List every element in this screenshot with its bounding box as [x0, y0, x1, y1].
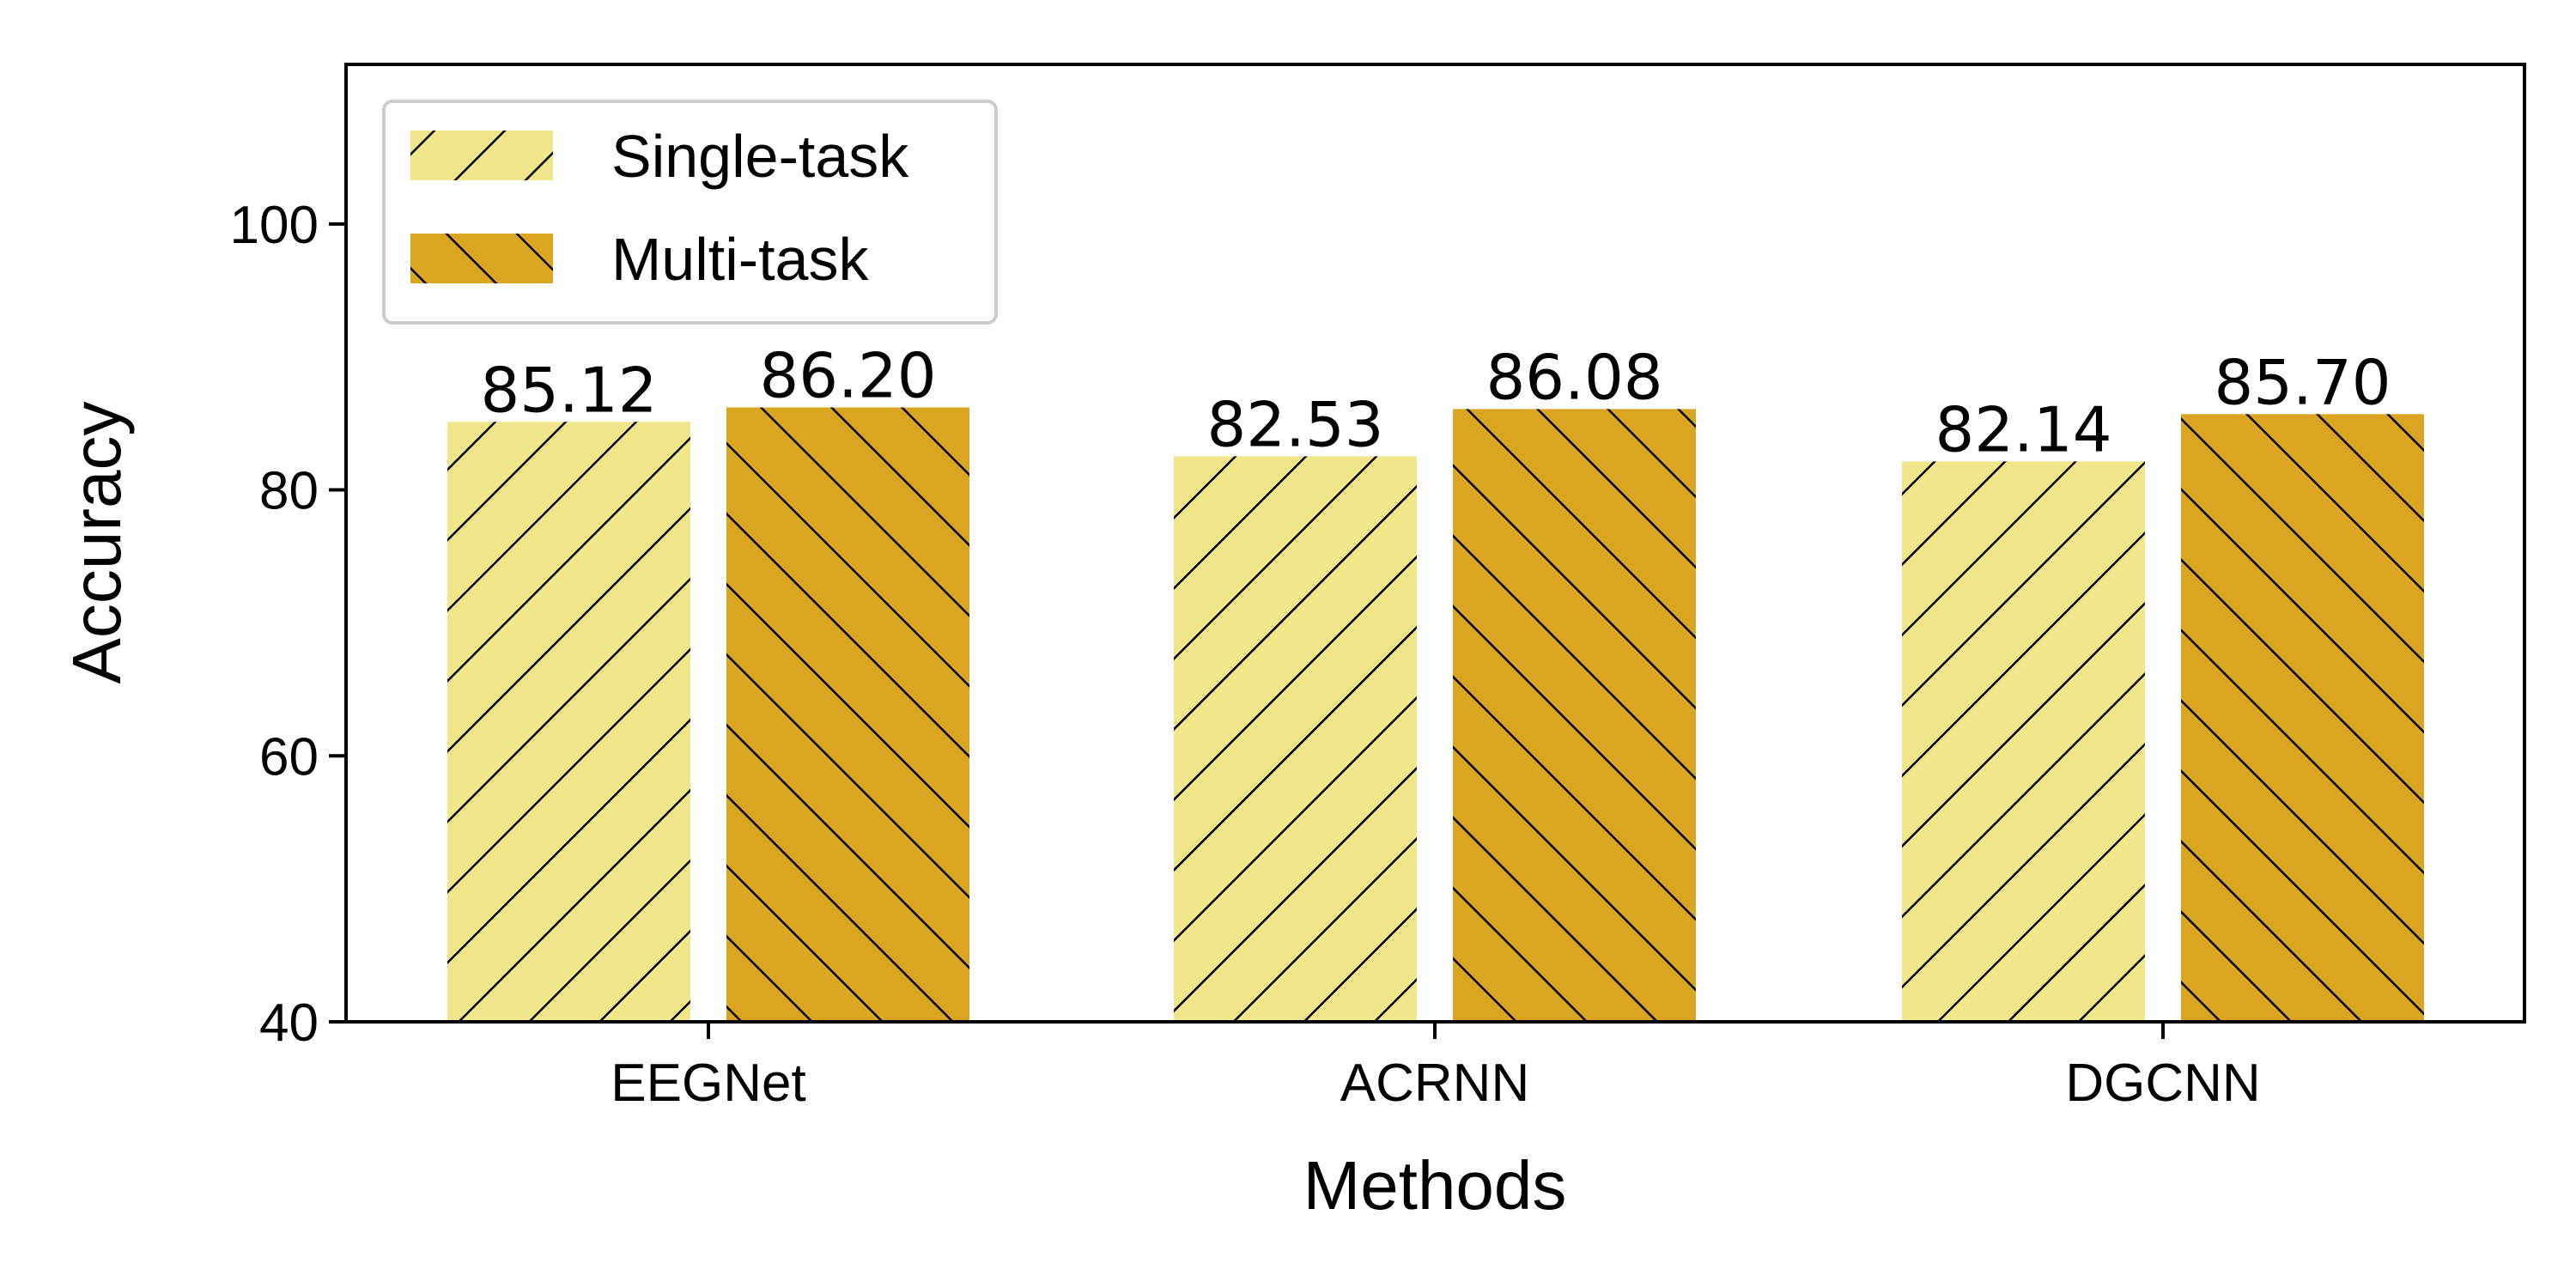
legend-label-multi-task: Multi-task [611, 226, 869, 293]
x-tick-label-acrnn: ACRNN [1340, 1054, 1529, 1113]
data-label-single-task-acrnn: 82.53 [1206, 388, 1383, 460]
bar-multi-task-acrnn [1453, 409, 1696, 1022]
data-label-multi-task-eegnet: 86.20 [759, 340, 936, 412]
bar-multi-task-dgcnn [2181, 414, 2424, 1022]
y-tick-label: 80 [259, 462, 319, 521]
y-tick-label: 60 [259, 727, 319, 787]
y-tick-label: 40 [259, 993, 319, 1053]
y-axis-title: Accuracy [58, 402, 135, 684]
bar-single-task-acrnn [1174, 456, 1417, 1022]
x-tick-label-eegnet: EEGNet [611, 1054, 805, 1113]
legend-swatch-single-task [410, 131, 553, 180]
legend-swatch-multi-task [410, 234, 553, 283]
legend-label-single-task: Single-task [611, 123, 909, 190]
bar-single-task-dgcnn [1902, 461, 2145, 1022]
bar-multi-task-eegnet [726, 407, 969, 1023]
y-tick-label: 100 [230, 196, 319, 255]
data-label-multi-task-acrnn: 86.08 [1485, 341, 1662, 413]
data-label-single-task-eegnet: 85.12 [480, 354, 657, 426]
data-label-single-task-dgcnn: 82.14 [1935, 393, 2111, 465]
x-tick-label-dgcnn: DGCNN [2065, 1054, 2260, 1113]
bar-single-task-eegnet [447, 422, 690, 1022]
data-label-multi-task-dgcnn: 85.70 [2214, 346, 2391, 418]
x-axis-title: Methods [1303, 1147, 1567, 1224]
legend: Single-task Multi-task [382, 100, 998, 325]
